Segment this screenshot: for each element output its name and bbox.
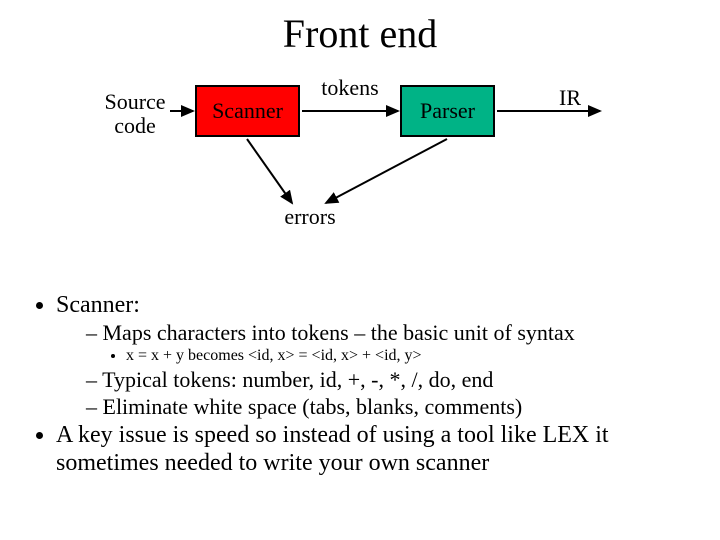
bullet-item: Scanner:Maps characters into tokens – th… [56, 291, 700, 420]
flow-diagram: Sourcecode Scanner tokens Parser IR errors [0, 70, 720, 270]
node-scanner: Scanner [195, 85, 300, 137]
node-tokens: tokens [315, 76, 385, 100]
edge-scanner_bot-errors [247, 139, 292, 203]
bullet-item: Typical tokens: number, id, +, -, *, /, … [86, 367, 700, 393]
node-parser: Parser [400, 85, 495, 137]
bullet-item: x = x + y becomes <id, x> = <id, x> + <i… [126, 347, 700, 366]
node-ir: IR [555, 86, 585, 110]
bullet-item: A key issue is speed so instead of using… [56, 421, 700, 478]
node-errors: errors [280, 205, 340, 229]
edge-parser_bot-errors [326, 139, 447, 203]
node-source: Sourcecode [100, 90, 170, 140]
bullets-area: Scanner:Maps characters into tokens – th… [30, 290, 700, 479]
page-title: Front end [0, 10, 720, 57]
bullet-item: Maps characters into tokens – the basic … [86, 320, 700, 366]
bullet-item: Eliminate white space (tabs, blanks, com… [86, 394, 700, 420]
